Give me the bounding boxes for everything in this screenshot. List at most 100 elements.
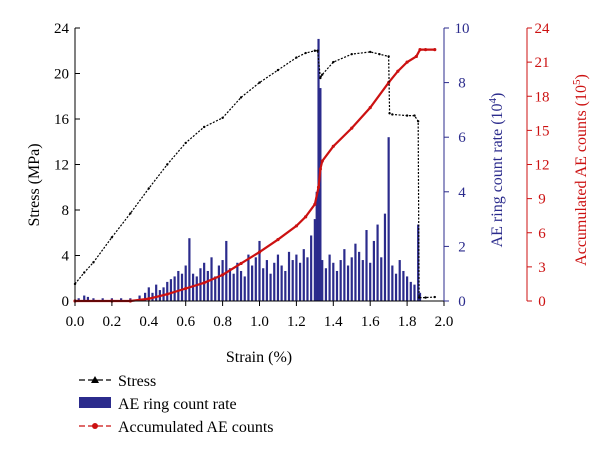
y-axis-accum-title-main: Accumulated AE counts (10 xyxy=(573,85,590,266)
accumulated-point xyxy=(423,48,428,52)
y-accum-tick-label: 21 xyxy=(535,55,550,71)
ae-rate-bar xyxy=(83,295,86,301)
x-axis-title: Strain (%) xyxy=(226,349,292,366)
y-axis-rate-title: AE ring count rate (104) xyxy=(487,93,506,248)
stress-point xyxy=(332,60,335,64)
ae-rate-bar xyxy=(232,273,235,301)
y-left-tick-label: 12 xyxy=(54,158,69,174)
stress-point xyxy=(433,295,436,299)
accumulated-point xyxy=(396,69,400,73)
stress-point xyxy=(258,81,261,84)
stress-point xyxy=(221,116,224,120)
ae-rate-bar xyxy=(184,265,187,301)
accumulated-point xyxy=(316,185,321,189)
ae-rate-bar xyxy=(413,284,416,301)
ae-rate-bar xyxy=(335,270,339,301)
ae-rate-bar xyxy=(372,240,375,301)
ae-rate-bar xyxy=(120,298,123,301)
x-tick-label: 1.6 xyxy=(361,314,380,330)
accumulated-point xyxy=(368,106,372,110)
accumulated-point xyxy=(331,144,335,148)
ae-rate-bar xyxy=(287,251,291,301)
x-tick-label: 0.4 xyxy=(139,314,158,330)
ae-rate-bar xyxy=(369,262,372,301)
ae-rate-bar xyxy=(376,224,379,301)
accumulated-point xyxy=(257,250,262,254)
y-accum-tick-label: 6 xyxy=(538,226,546,242)
ae-rate-bar xyxy=(394,273,398,301)
stress-point xyxy=(239,96,243,99)
ae-rate-bar xyxy=(402,270,405,301)
stress-point xyxy=(321,73,324,76)
y-rate-tick-label: 8 xyxy=(458,76,466,92)
accumulated-point xyxy=(418,48,422,52)
stress-point xyxy=(110,236,114,239)
y-accum-tick-label: 9 xyxy=(538,192,546,208)
legend-stress-marker xyxy=(91,376,99,383)
ae-rate-bar xyxy=(243,276,246,301)
legend-item-stress: Stress xyxy=(79,373,156,390)
accumulated-point xyxy=(184,286,188,291)
ae-rate-bar xyxy=(225,240,228,301)
stress-point xyxy=(276,68,280,72)
y-rate-tick-label: 2 xyxy=(458,239,466,255)
ae-rate-bar xyxy=(166,281,169,301)
ae-rate-bar xyxy=(251,265,254,301)
ae-rate-bar xyxy=(180,273,184,301)
legend-item-accum: Accumulated AE counts xyxy=(79,419,274,436)
ae-rate-bar xyxy=(387,137,390,301)
ae-rate-bar xyxy=(269,273,272,301)
y-left-tick-label: 24 xyxy=(54,21,70,37)
ae-rate-bar xyxy=(383,213,387,301)
x-tick-label: 1.0 xyxy=(250,314,269,330)
y-axis-accum-title: Accumulated AE counts (105) xyxy=(571,74,590,266)
accumulated-point xyxy=(147,297,151,301)
ae-rate-bar xyxy=(217,265,221,301)
ae-rate-bar xyxy=(177,270,180,301)
ae-rate-bar xyxy=(319,88,322,301)
ae-rate-bar xyxy=(317,38,320,302)
ae-rate-bar xyxy=(101,298,104,301)
ae-rate-bar xyxy=(339,260,342,301)
accumulated-point xyxy=(320,159,324,163)
x-tick-label: 0.8 xyxy=(213,314,232,330)
ae-rate-bar xyxy=(265,260,268,301)
stress-point xyxy=(129,212,132,215)
stress-point xyxy=(391,113,394,116)
ae-rate-bar xyxy=(321,260,324,301)
accumulated-point xyxy=(294,224,298,228)
stress-point xyxy=(92,261,95,264)
legend-stress-label: Stress xyxy=(118,373,156,390)
x-tick-label: 1.4 xyxy=(324,314,343,330)
y-rate-tick-label: 0 xyxy=(458,294,466,310)
stress-point xyxy=(416,120,420,123)
stress-point xyxy=(387,55,390,58)
ae-rate-bar xyxy=(406,276,409,301)
ae-rate-bar xyxy=(195,276,198,301)
ae-rate-bar xyxy=(295,254,298,301)
y-axis-rate-title-main: AE ring count rate (10 xyxy=(489,103,506,247)
ae-rate-bar xyxy=(391,265,394,301)
ae-rate-bar xyxy=(273,262,276,301)
ae-rate-bar xyxy=(138,295,141,301)
ae-rate-bar xyxy=(173,276,176,301)
y-left-tick-label: 20 xyxy=(54,67,69,83)
ae-rate-bar xyxy=(92,298,95,301)
ae-rate-bar xyxy=(343,249,346,301)
ae-rate-bar xyxy=(417,224,420,301)
x-tick-label: 0.6 xyxy=(176,314,195,330)
accumulated-point xyxy=(313,202,317,206)
ae-rate-bar xyxy=(262,268,265,301)
ae-rate-bar xyxy=(86,296,90,301)
accumulated-point xyxy=(405,60,409,64)
stress-line xyxy=(74,50,435,299)
x-tick-label: 1.2 xyxy=(287,314,306,330)
ae-rate-bar xyxy=(239,270,243,301)
ae-rate-bar xyxy=(147,287,150,301)
accumulated-point xyxy=(202,281,206,285)
x-tick-label: 0.2 xyxy=(103,314,122,330)
ae-rate-bar xyxy=(332,262,335,301)
ae-rate-bar xyxy=(214,276,217,301)
ae-rate-bar xyxy=(358,251,361,301)
ae-rate-bar xyxy=(361,260,364,301)
